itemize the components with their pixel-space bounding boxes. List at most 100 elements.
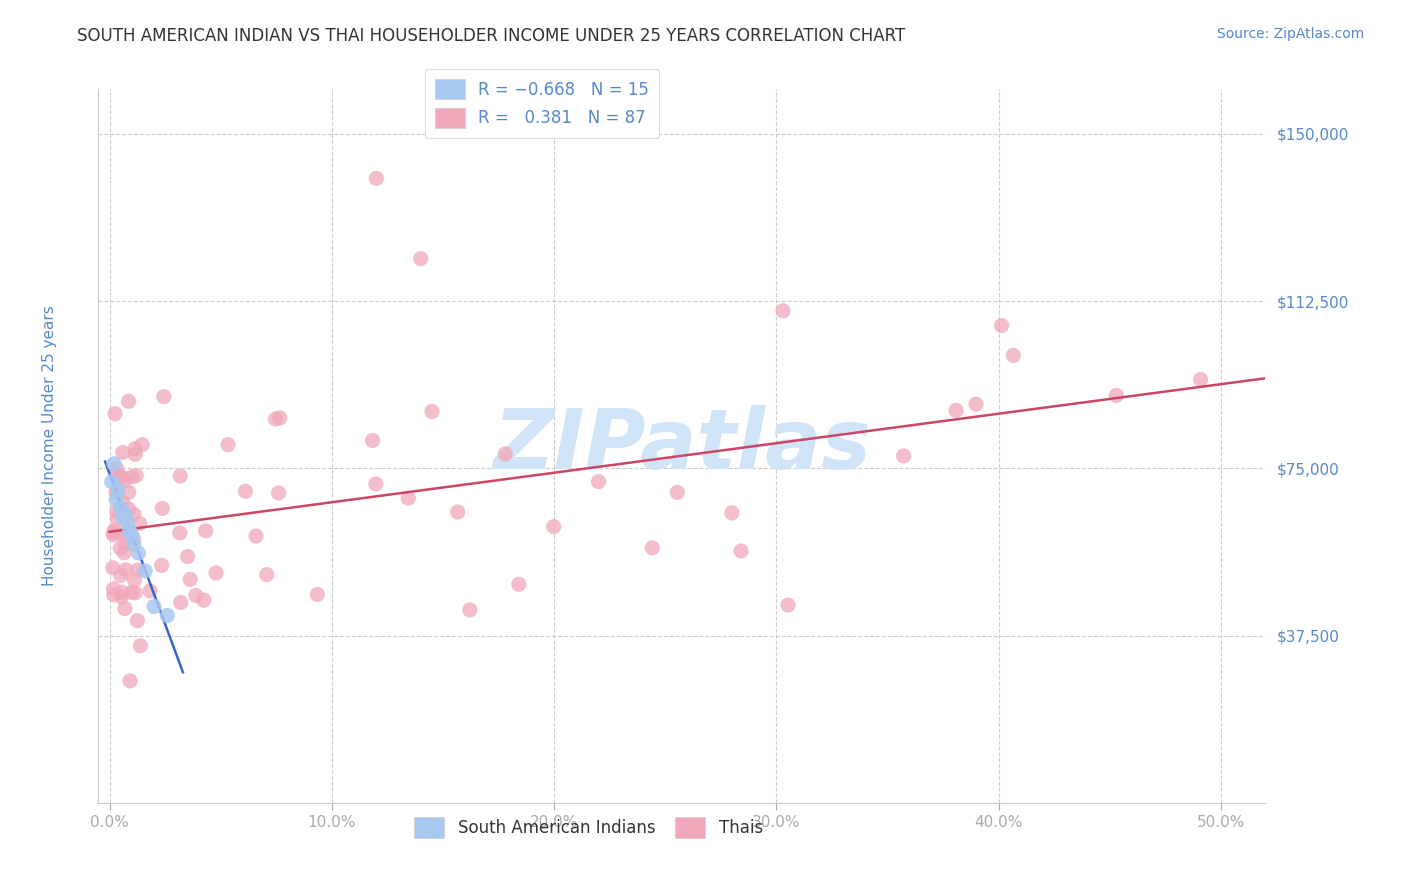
Point	[396, 491, 419, 505]
Point	[256, 567, 278, 582]
Point	[143, 599, 166, 614]
Point	[112, 475, 135, 489]
Point	[121, 470, 143, 484]
Y-axis label: Householder Income Under 25 years: Householder Income Under 25 years	[42, 306, 56, 586]
Point	[114, 563, 136, 577]
Point	[264, 412, 287, 426]
Point	[117, 394, 139, 409]
Point	[134, 564, 156, 578]
Point	[139, 583, 162, 598]
Point	[110, 568, 132, 582]
Point	[366, 171, 388, 186]
Point	[965, 397, 987, 411]
Legend: South American Indians, Thais: South American Indians, Thais	[408, 811, 769, 845]
Point	[103, 582, 125, 596]
Point	[105, 461, 128, 475]
Point	[666, 485, 689, 500]
Point	[170, 595, 193, 609]
Point	[1105, 388, 1128, 402]
Point	[1002, 348, 1025, 362]
Point	[156, 608, 179, 623]
Point	[103, 528, 125, 542]
Point	[114, 601, 136, 615]
Point	[111, 510, 134, 524]
Point	[307, 587, 329, 601]
Point	[117, 515, 139, 529]
Point	[124, 586, 146, 600]
Point	[205, 566, 228, 580]
Point	[105, 485, 128, 500]
Point	[128, 516, 150, 531]
Point	[179, 572, 201, 586]
Point	[641, 541, 664, 555]
Point	[111, 585, 134, 599]
Point	[543, 519, 565, 533]
Point	[105, 511, 128, 525]
Point	[127, 563, 149, 577]
Point	[100, 475, 122, 489]
Point	[217, 438, 239, 452]
Point	[124, 447, 146, 461]
Point	[893, 449, 915, 463]
Point	[772, 303, 794, 318]
Point	[269, 411, 291, 425]
Point	[105, 492, 128, 507]
Text: Source: ZipAtlas.com: Source: ZipAtlas.com	[1216, 27, 1364, 41]
Point	[124, 573, 146, 587]
Point	[184, 589, 207, 603]
Point	[118, 524, 141, 538]
Point	[105, 504, 128, 518]
Point	[169, 525, 191, 540]
Point	[1189, 373, 1212, 387]
Point	[193, 593, 215, 607]
Point	[110, 501, 132, 516]
Point	[108, 469, 131, 483]
Point	[121, 528, 143, 542]
Point	[118, 485, 141, 500]
Point	[103, 524, 125, 538]
Point	[110, 470, 132, 484]
Point	[110, 541, 132, 556]
Point	[176, 549, 198, 564]
Point	[235, 484, 257, 499]
Point	[361, 434, 384, 448]
Point	[458, 603, 481, 617]
Point	[776, 598, 799, 612]
Point	[945, 403, 967, 417]
Point	[150, 501, 173, 516]
Point	[122, 532, 145, 546]
Point	[129, 639, 152, 653]
Point	[103, 525, 125, 540]
Point	[153, 390, 176, 404]
Point	[131, 438, 153, 452]
Point	[588, 475, 610, 489]
Point	[110, 469, 132, 483]
Point	[494, 447, 516, 461]
Point	[103, 457, 125, 471]
Point	[267, 486, 290, 500]
Point	[118, 502, 141, 516]
Point	[122, 508, 145, 522]
Point	[169, 469, 191, 483]
Point	[120, 673, 142, 688]
Point	[127, 546, 149, 560]
Point	[111, 445, 134, 459]
Point	[103, 588, 125, 602]
Point	[101, 561, 124, 575]
Point	[364, 476, 387, 491]
Point	[730, 544, 752, 558]
Point	[107, 483, 129, 498]
Point	[121, 585, 143, 599]
Point	[114, 535, 136, 549]
Point	[122, 537, 145, 551]
Point	[112, 496, 135, 510]
Point	[150, 558, 173, 573]
Point	[114, 529, 136, 543]
Point	[194, 524, 217, 538]
Point	[112, 546, 135, 560]
Point	[409, 252, 432, 266]
Point	[447, 505, 470, 519]
Point	[125, 468, 148, 483]
Point	[114, 525, 136, 540]
Point	[114, 506, 136, 520]
